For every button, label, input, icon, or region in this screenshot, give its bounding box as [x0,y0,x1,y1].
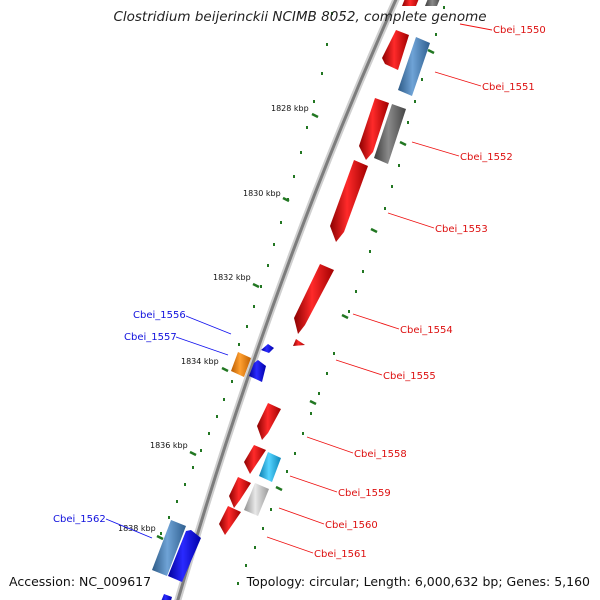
feature-track-forward [219,0,441,535]
kbp-label-1832: 1832 kbp [213,273,251,282]
gene-arrow-cbei-1554[interactable] [294,264,334,334]
label-leader-lines [105,23,493,554]
gene-arrow-cbei-1557[interactable] [249,360,266,382]
gene-label-cbei-1556[interactable]: Cbei_1556 [133,310,186,321]
kbp-label-1838: 1838 kbp [118,524,156,533]
gene-label-cbei-1553[interactable]: Cbei_1553 [435,224,488,235]
gene-arrow-cbei-1552[interactable] [359,98,389,160]
gene-label-cbei-1552[interactable]: Cbei_1552 [460,152,513,163]
gene-arrow-cbei-1561[interactable] [219,506,241,535]
gene-arrow-cbei-1562-partner[interactable] [152,520,186,576]
topology-text: Topology: circular; Length: 6,000,632 bp… [246,574,590,589]
kbp-labels: 1828 kbp 1830 kbp 1832 kbp 1834 kbp 1836… [118,104,309,533]
gene-arrow-cbei-1555[interactable] [293,339,305,346]
outer-dotted-track [160,12,333,535]
genome-backbone-core [176,0,398,600]
gene-label-cbei-1561[interactable]: Cbei_1561 [314,549,367,560]
gene-arrow-cbei-1560[interactable] [229,477,251,508]
gene-arrow-cbei-1560-partner[interactable] [244,483,269,516]
gene-arrow-cbei-1552-partner[interactable] [374,104,406,164]
gene-arrow-cbei-1559-partner[interactable] [259,452,281,482]
kbp-label-1834: 1834 kbp [181,357,219,366]
gene-arrow-cbei-1558[interactable] [257,403,281,440]
genome-backbone [174,0,400,600]
gene-arrow-cbei-1557-partner[interactable] [231,352,251,377]
gene-label-cbei-1555[interactable]: Cbei_1555 [383,371,436,382]
gene-label-cbei-1554[interactable]: Cbei_1554 [400,325,453,336]
gene-label-cbei-1560[interactable]: Cbei_1560 [325,520,378,531]
gene-labels: Cbei_1550 Cbei_1551 Cbei_1552 Cbei_1553 … [53,25,546,560]
inner-dotted-track [237,6,445,585]
gene-arrow-cbei-1551-partner[interactable] [398,37,430,96]
major-ticks [156,48,435,541]
gene-arrow-cbei-1562[interactable] [168,530,201,582]
accession-text: Accession: NC_009617 [9,574,152,589]
gene-arrow-cbei-1559[interactable] [244,445,266,474]
gene-label-cbei-1557[interactable]: Cbei_1557 [124,332,177,343]
gene-label-cbei-1562[interactable]: Cbei_1562 [53,514,106,525]
feature-track-reverse [152,344,274,600]
kbp-label-1836: 1836 kbp [150,441,188,450]
gene-arrow-cbei-1550-partner[interactable] [425,0,441,6]
gene-label-cbei-1558[interactable]: Cbei_1558 [354,449,407,460]
kbp-label-1828: 1828 kbp [271,104,309,113]
kbp-label-1830: 1830 kbp [243,189,281,198]
gene-label-cbei-1550[interactable]: Cbei_1550 [493,25,546,36]
gene-arrow-cbei-1550[interactable] [402,0,420,6]
gene-arrow-cbei-1551[interactable] [382,30,409,70]
gene-arrow-cbei-1553[interactable] [330,160,368,242]
map-title: Clostridium beijerinckii NCIMB 8052, com… [113,9,487,25]
gene-label-cbei-1559[interactable]: Cbei_1559 [338,488,391,499]
gene-arrow-offscreen[interactable] [160,594,172,600]
gene-arrow-cbei-1556[interactable] [261,344,274,353]
gene-label-cbei-1551[interactable]: Cbei_1551 [482,82,535,93]
